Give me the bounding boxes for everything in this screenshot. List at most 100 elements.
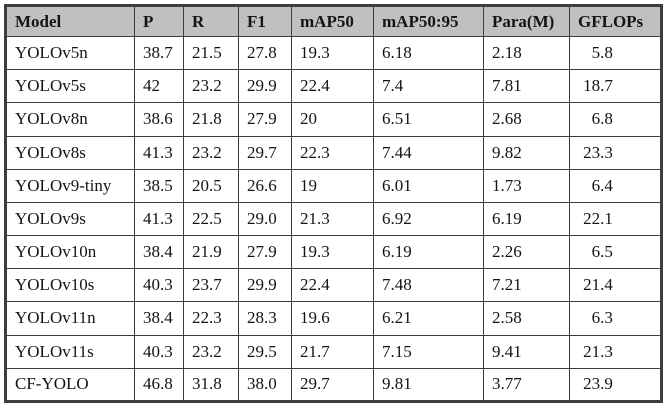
table-row: YOLOv10s 40.3 23.7 29.9 22.4 7.48 7.21 21.4	[5, 268, 662, 303]
table-row: YOLOv10n 38.4 21.9 27.9 19.3 6.19 2.26 6.5	[5, 235, 662, 270]
value-cell: 5.8	[569, 35, 662, 71]
gflops-value: 5.8	[591, 43, 613, 63]
table-row: YOLOv9-tiny 38.5 20.5 26.6 19 6.01 1.73 6.4	[5, 168, 662, 203]
value-cell: 38.6	[134, 102, 184, 137]
value-cell: 6.21	[373, 301, 484, 336]
value-cell: 23.3	[569, 135, 662, 170]
gflops-value: 6.3	[591, 308, 613, 328]
value-cell: 38.7	[134, 35, 184, 71]
value-cell: 22.1	[569, 201, 662, 237]
model-cell: YOLOv10s	[5, 268, 135, 303]
model-comparison-table-wrap: Model P R F1 mAP50 mAP50:95 Para(M) GFLO…	[4, 4, 663, 403]
value-cell: 2.68	[483, 102, 570, 137]
gflops-value: 6.5	[591, 242, 613, 262]
value-cell: 38.0	[238, 367, 292, 403]
value-cell: 7.48	[373, 268, 484, 303]
gflops-value: 6.4	[591, 175, 613, 195]
value-cell: 23.2	[183, 135, 239, 170]
table-body: YOLOv5n 38.7 21.5 27.8 19.3 6.18 2.18 5.8 YOLOv5…	[5, 35, 662, 403]
value-cell: 7.21	[483, 268, 570, 303]
value-cell: 21.4	[569, 268, 662, 303]
value-cell: 29.0	[238, 201, 292, 237]
value-cell: 6.01	[373, 168, 484, 203]
table-row: YOLOv5n 38.7 21.5 27.8 19.3 6.18 2.18 5.8	[5, 35, 662, 71]
value-cell: 29.9	[238, 69, 292, 104]
header-row: Model P R F1 mAP50 mAP50:95 Para(M) GFLO…	[5, 5, 662, 37]
value-cell: 7.15	[373, 334, 484, 369]
value-cell: 19.3	[291, 35, 374, 71]
value-cell: 29.7	[238, 135, 292, 170]
gflops-value: 23.9	[583, 374, 613, 394]
value-cell: 1.73	[483, 168, 570, 203]
value-cell: 21.5	[183, 35, 239, 71]
value-cell: 6.19	[373, 235, 484, 270]
value-cell: 27.9	[238, 102, 292, 137]
gflops-value: 21.4	[583, 275, 613, 295]
gflops-value: 21.3	[583, 341, 613, 361]
value-cell: 6.3	[569, 301, 662, 336]
model-cell: YOLOv5n	[5, 35, 135, 71]
column-header-map50-95: mAP50:95	[373, 5, 484, 37]
value-cell: 2.58	[483, 301, 570, 336]
value-cell: 18.7	[569, 69, 662, 104]
model-cell: CF-YOLO	[5, 367, 135, 403]
gflops-value: 6.8	[591, 109, 613, 129]
value-cell: 21.7	[291, 334, 374, 369]
value-cell: 9.82	[483, 135, 570, 170]
value-cell: 19	[291, 168, 374, 203]
table-row: YOLOv8n 38.6 21.8 27.9 20 6.51 2.68 6.8	[5, 102, 662, 137]
value-cell: 41.3	[134, 201, 184, 237]
value-cell: 29.9	[238, 268, 292, 303]
column-header-map50: mAP50	[291, 5, 374, 37]
value-cell: 9.81	[373, 367, 484, 403]
value-cell: 9.41	[483, 334, 570, 369]
value-cell: 6.19	[483, 201, 570, 237]
value-cell: 23.2	[183, 69, 239, 104]
column-header-p: P	[134, 5, 184, 37]
table-row: CF-YOLO 46.8 31.8 38.0 29.7 9.81 3.77 23.9	[5, 367, 662, 403]
value-cell: 22.3	[291, 135, 374, 170]
gflops-value: 22.1	[583, 208, 613, 228]
value-cell: 7.44	[373, 135, 484, 170]
value-cell: 21.3	[291, 201, 374, 237]
value-cell: 6.8	[569, 102, 662, 137]
column-header-para-m: Para(M)	[483, 5, 570, 37]
value-cell: 38.4	[134, 301, 184, 336]
table-row: YOLOv5s 42 23.2 29.9 22.4 7.4 7.81 18.7	[5, 69, 662, 104]
table-row: YOLOv11n 38.4 22.3 28.3 19.6 6.21 2.58 6.3	[5, 301, 662, 336]
results-table: Model P R F1 mAP50 mAP50:95 Para(M) GFLO…	[4, 4, 663, 403]
table-row: YOLOv8s 41.3 23.2 29.7 22.3 7.44 9.82 23.3	[5, 135, 662, 170]
column-header-r: R	[183, 5, 239, 37]
value-cell: 23.2	[183, 334, 239, 369]
value-cell: 23.9	[569, 367, 662, 403]
model-cell: YOLOv11n	[5, 301, 135, 336]
model-cell: YOLOv10n	[5, 235, 135, 270]
value-cell: 22.3	[183, 301, 239, 336]
value-cell: 23.7	[183, 268, 239, 303]
value-cell: 7.81	[483, 69, 570, 104]
value-cell: 21.8	[183, 102, 239, 137]
value-cell: 27.9	[238, 235, 292, 270]
value-cell: 42	[134, 69, 184, 104]
value-cell: 40.3	[134, 334, 184, 369]
value-cell: 6.51	[373, 102, 484, 137]
value-cell: 38.5	[134, 168, 184, 203]
value-cell: 40.3	[134, 268, 184, 303]
value-cell: 6.18	[373, 35, 484, 71]
value-cell: 7.4	[373, 69, 484, 104]
value-cell: 19.3	[291, 235, 374, 270]
value-cell: 22.4	[291, 268, 374, 303]
value-cell: 6.4	[569, 168, 662, 203]
value-cell: 2.18	[483, 35, 570, 71]
value-cell: 22.5	[183, 201, 239, 237]
value-cell: 20	[291, 102, 374, 137]
value-cell: 6.92	[373, 201, 484, 237]
value-cell: 31.8	[183, 367, 239, 403]
model-cell: YOLOv9s	[5, 201, 135, 237]
value-cell: 21.9	[183, 235, 239, 270]
table-header: Model P R F1 mAP50 mAP50:95 Para(M) GFLO…	[5, 5, 662, 37]
value-cell: 29.5	[238, 334, 292, 369]
gflops-value: 23.3	[583, 142, 613, 162]
value-cell: 27.8	[238, 35, 292, 71]
value-cell: 28.3	[238, 301, 292, 336]
